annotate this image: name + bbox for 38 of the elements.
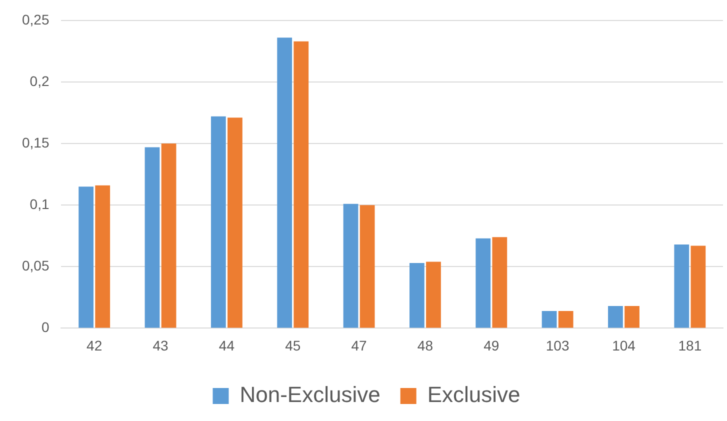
- bar: [343, 204, 358, 328]
- bar: [277, 38, 292, 328]
- y-tick-label: 0: [41, 319, 50, 336]
- bar: [542, 310, 557, 328]
- bar: [294, 41, 309, 328]
- bar: [409, 262, 424, 328]
- bar: [228, 118, 242, 328]
- bar: [95, 185, 110, 328]
- x-tick-label: 48: [417, 337, 434, 354]
- x-tick-label: 103: [546, 337, 570, 354]
- bar: [608, 306, 623, 328]
- y-tick-label: 0,15: [22, 134, 50, 150]
- x-tick-label: 47: [351, 337, 368, 354]
- bar: [161, 144, 176, 328]
- bar: [360, 205, 375, 328]
- bar: [476, 238, 491, 328]
- y-tick-label: 0,2: [30, 72, 50, 89]
- bar: [624, 306, 640, 328]
- bar: [78, 186, 94, 328]
- bar: [558, 310, 574, 328]
- bar: [674, 244, 690, 328]
- x-tick-label: 45: [285, 337, 301, 354]
- legend-label: Non-Exclusive: [240, 382, 380, 408]
- y-tick-label: 0,1: [30, 196, 50, 212]
- x-tick-label: 181: [678, 337, 702, 354]
- bar: [144, 147, 160, 328]
- x-tick-label: 44: [218, 337, 235, 354]
- bar: [426, 262, 441, 328]
- y-tick-label: 0,05: [22, 258, 50, 274]
- x-tick-label: 43: [152, 337, 169, 354]
- x-tick-label: 104: [612, 337, 636, 354]
- legend-label: Exclusive: [427, 382, 520, 408]
- x-tick-label: 49: [484, 337, 500, 354]
- x-tick-label: 42: [86, 337, 102, 354]
- bar: [492, 237, 508, 328]
- bar: [690, 246, 706, 328]
- bar: [210, 116, 226, 328]
- y-tick-label: 0,25: [22, 11, 50, 28]
